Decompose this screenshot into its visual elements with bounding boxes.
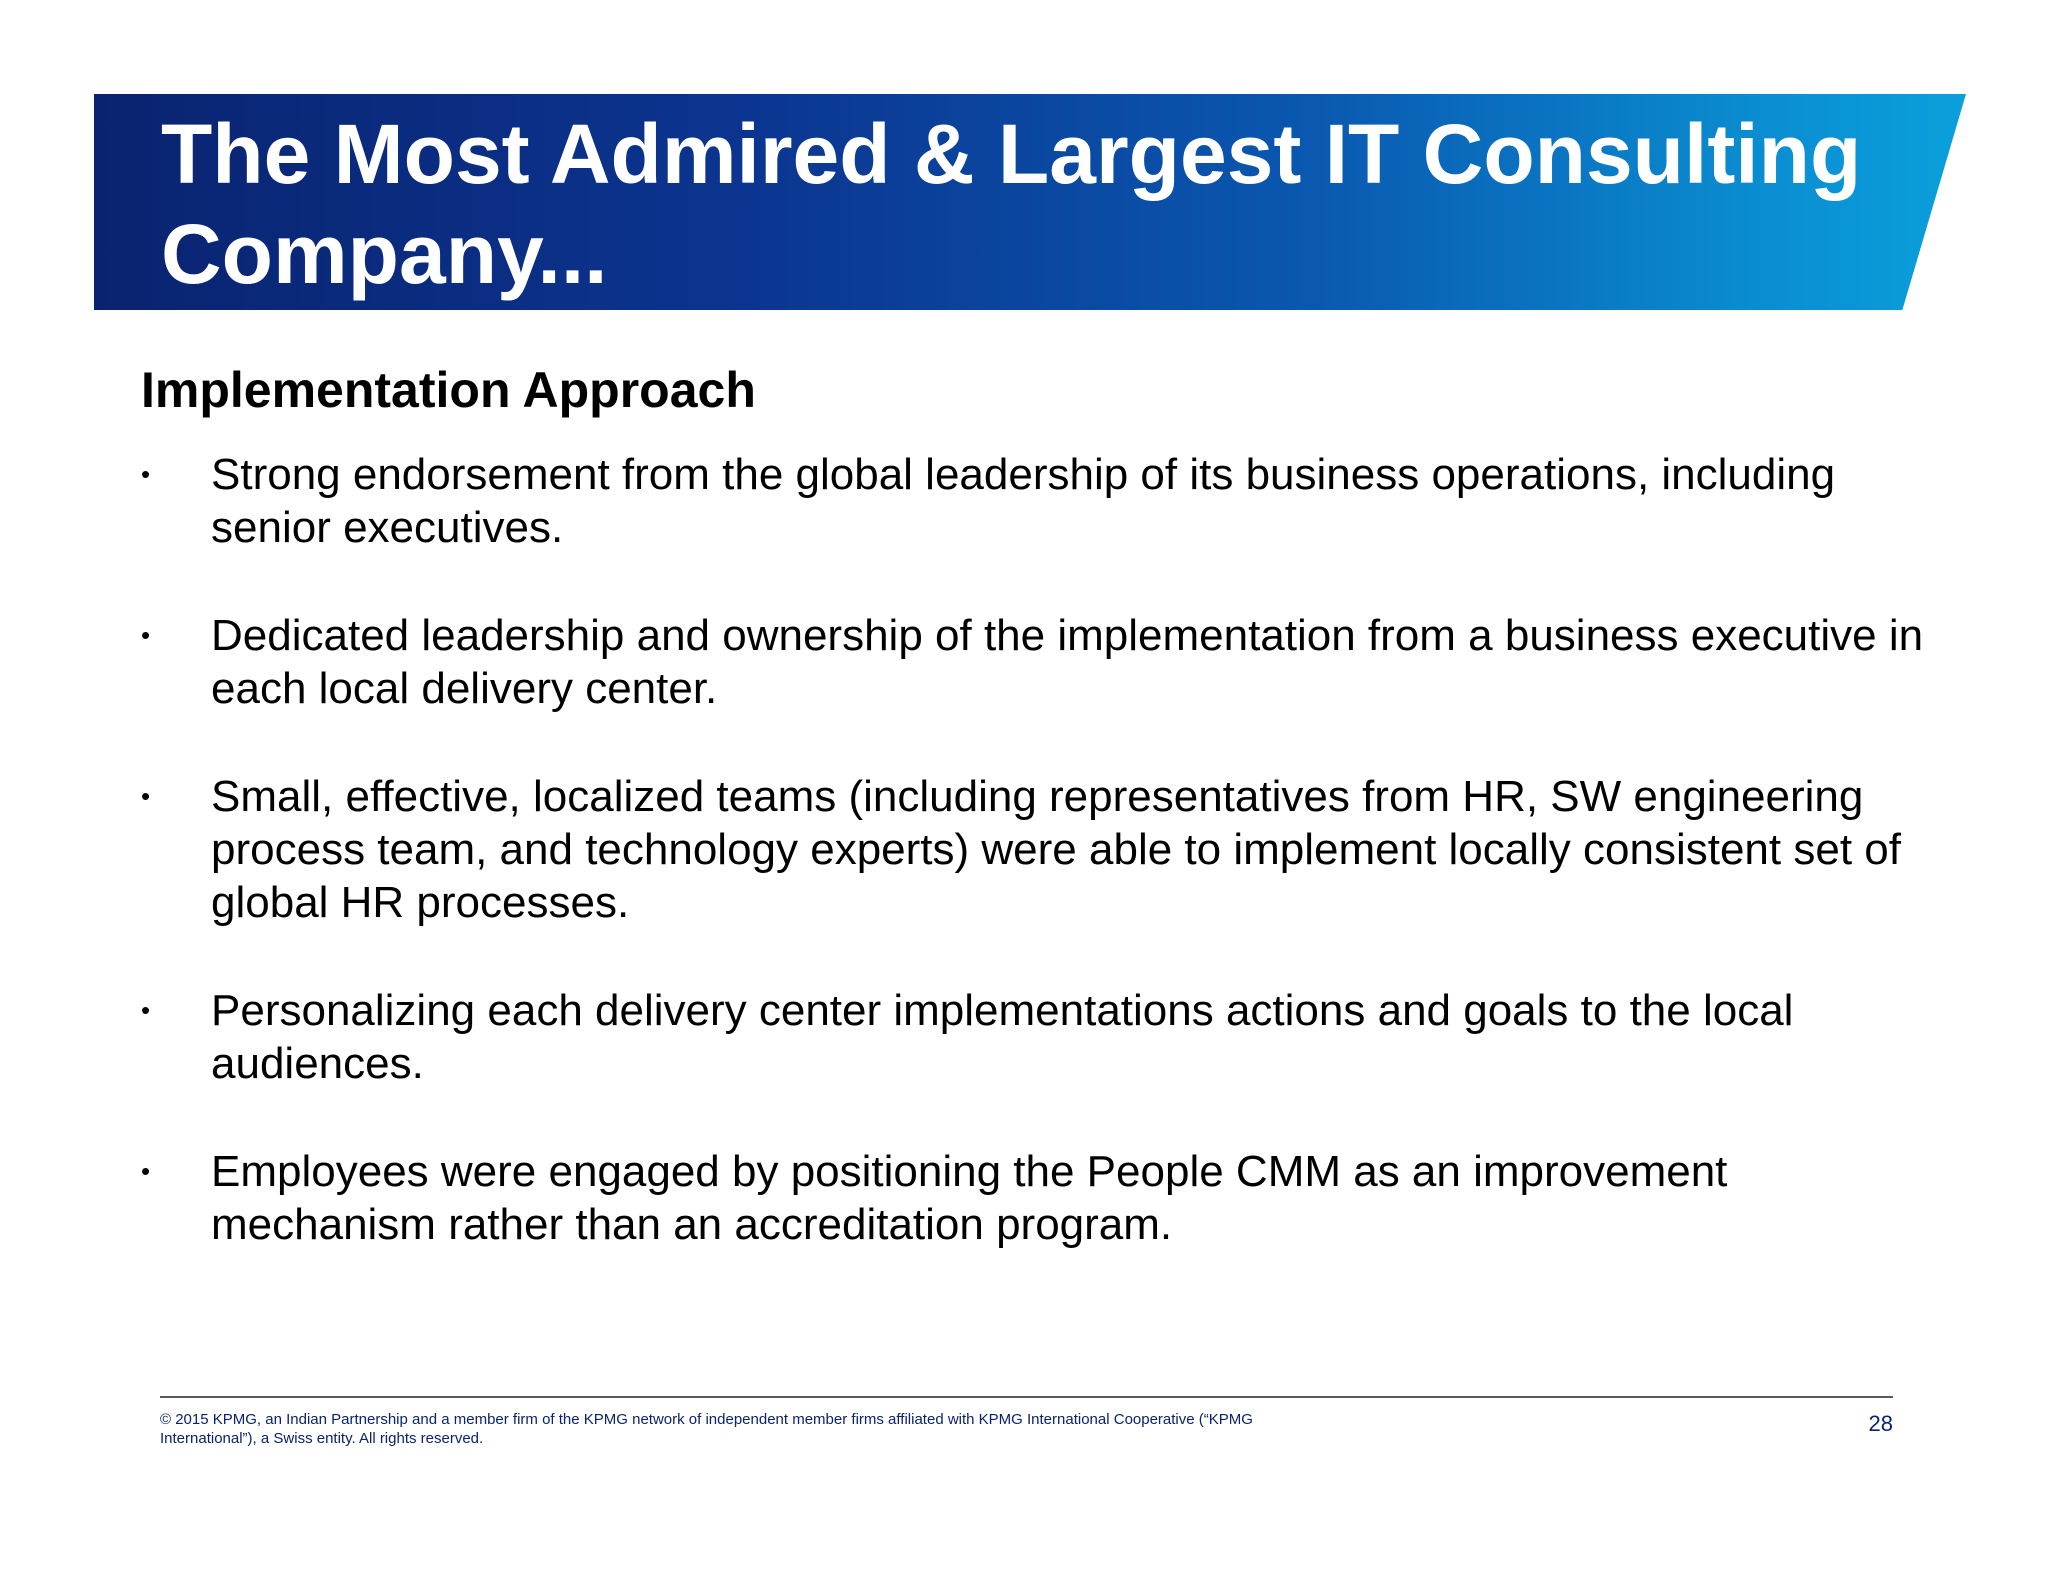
bullet-icon: • [141,620,151,650]
bullet-item: • Personalizing each delivery center imp… [141,984,1941,1090]
bullet-icon: • [141,995,151,1025]
slide-title: The Most Admired & Largest IT Consulting… [161,107,1862,301]
bullet-icon: • [141,781,151,811]
page-number: 28 [1868,1411,1893,1436]
bullet-text: Small, effective, localized teams (inclu… [211,772,1901,927]
bullet-item: • Strong endorsement from the global lea… [141,448,1941,554]
bullet-text: Strong endorsement from the global leade… [211,450,1836,552]
section-heading: Implementation Approach [141,362,756,418]
bullet-text: Personalizing each delivery center imple… [211,986,1794,1088]
bullet-icon: • [141,459,151,489]
bullet-text: Dedicated leadership and ownership of th… [211,611,1924,713]
footer-divider [160,1396,1893,1398]
bullet-item: • Employees were engaged by positioning … [141,1145,1941,1251]
title-banner [94,94,1966,310]
bullet-list: • Strong endorsement from the global lea… [141,448,1941,1306]
bullet-item: • Dedicated leadership and ownership of … [141,609,1941,715]
bullet-icon: • [141,1156,151,1186]
bullet-item: • Small, effective, localized teams (inc… [141,770,1941,929]
footer-copyright: © 2015 KPMG, an Indian Partnership and a… [160,1411,1253,1447]
bullet-text: Employees were engaged by positioning th… [211,1147,1728,1249]
